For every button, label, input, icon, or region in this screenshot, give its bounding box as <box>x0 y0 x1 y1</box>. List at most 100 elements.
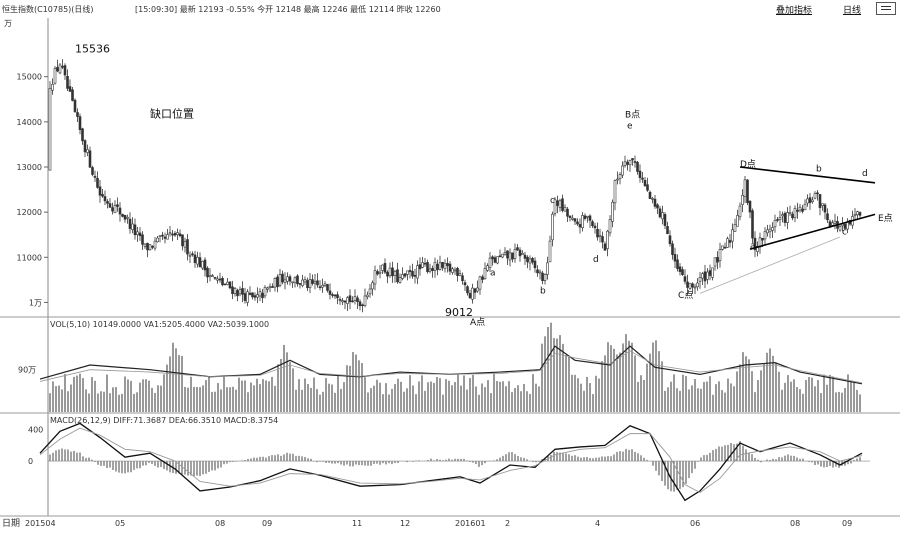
candle-body <box>751 210 754 239</box>
candle-body <box>823 204 827 213</box>
candle-body <box>638 170 642 178</box>
candle-body <box>406 270 409 275</box>
candle-body <box>113 205 117 214</box>
candle-body <box>721 245 724 250</box>
candle-body <box>681 269 684 275</box>
candle-body <box>326 284 329 291</box>
candle-body <box>566 208 569 217</box>
candle-body <box>156 237 159 243</box>
candle-body <box>291 281 294 284</box>
candle-body <box>311 279 314 284</box>
candle-body <box>738 205 742 218</box>
candle-body <box>578 224 582 228</box>
candle-body <box>401 274 404 279</box>
candle-body <box>446 263 449 267</box>
macd-panel: MACD(26,12,9) DIFF:71.3687 DEA:66.3510 M… <box>2 416 870 529</box>
wave-annotation-label: E点 <box>878 213 893 224</box>
candle-body <box>706 271 709 280</box>
candle-body <box>708 270 712 276</box>
candle-body <box>441 261 444 268</box>
candle-body <box>61 65 64 68</box>
candle-body <box>603 243 607 251</box>
candle-body <box>761 237 764 241</box>
candle-body <box>233 288 237 294</box>
candle-body <box>453 269 457 272</box>
candle-body <box>463 282 467 286</box>
candle-body <box>181 234 184 247</box>
candle-body <box>121 214 124 217</box>
wave-annotation-label: a <box>490 268 496 278</box>
candle-body <box>711 267 714 278</box>
candle-body <box>391 267 394 277</box>
wave-annotation-label: c <box>842 228 847 238</box>
date-tick-label: 201601 <box>455 519 486 528</box>
candle-body <box>303 279 307 283</box>
candle-body <box>286 276 289 282</box>
candle-body <box>561 198 564 211</box>
candle-body <box>598 235 602 237</box>
candle-body <box>806 198 809 204</box>
candle-body <box>308 279 312 288</box>
candle-body <box>476 287 479 292</box>
zoom-toggle-icon[interactable] <box>876 2 896 15</box>
candle-body <box>781 214 784 217</box>
candle-body <box>436 263 439 270</box>
candle-body <box>668 235 672 245</box>
candle-body <box>558 200 562 208</box>
candle-body <box>763 231 767 240</box>
candle-body <box>298 283 302 285</box>
candle-body <box>613 180 617 204</box>
candle-body <box>261 292 264 299</box>
date-tick-label: 201504 <box>25 519 56 528</box>
candle-body <box>371 282 374 290</box>
candle-body <box>531 258 534 263</box>
candle-body <box>146 242 149 251</box>
candle-body <box>333 294 337 297</box>
candle-body <box>461 275 464 282</box>
candle-body <box>506 250 509 259</box>
candle-body <box>353 296 357 301</box>
candle-body <box>243 293 247 301</box>
date-tick-label: 09 <box>262 519 272 528</box>
candle-body <box>321 284 324 288</box>
candle-body <box>258 291 262 297</box>
candle-body <box>126 216 129 219</box>
candle-body <box>203 259 207 271</box>
candle-body <box>423 262 427 265</box>
candle-body <box>686 281 689 288</box>
candle-body <box>693 286 697 289</box>
candle-body <box>363 295 367 306</box>
candle-body <box>271 286 274 288</box>
candle-body <box>168 232 172 235</box>
macd-tick-label: 0 <box>28 457 33 466</box>
wave-annotation-label: B点 <box>625 109 640 120</box>
candle-body <box>433 261 437 271</box>
candle-body <box>688 282 692 289</box>
candle-body <box>196 256 199 265</box>
candle-body <box>318 286 322 289</box>
candle-body <box>843 223 847 229</box>
candle-body <box>521 252 524 255</box>
candle-body <box>283 279 287 284</box>
candle-body <box>466 286 469 294</box>
candle-body <box>76 112 79 117</box>
overlay-indicator-button[interactable]: 叠加指标 <box>776 6 813 16</box>
candle-body <box>221 277 224 286</box>
candle-body <box>231 286 234 294</box>
candle-body <box>323 283 327 286</box>
candle-body <box>136 231 139 235</box>
candle-body <box>591 221 594 227</box>
candle-body <box>606 230 609 249</box>
candle-body <box>248 292 252 295</box>
candle-body <box>378 271 382 274</box>
period-button[interactable]: 日线 <box>843 6 862 16</box>
candle-body <box>408 270 412 272</box>
candle-body <box>253 295 257 298</box>
candle-body <box>281 273 284 283</box>
candle-body <box>413 274 417 277</box>
candle-body <box>396 269 399 283</box>
candle-body <box>118 207 122 215</box>
candle-body <box>403 273 407 277</box>
candle-body <box>736 215 739 227</box>
candle-body <box>213 277 217 279</box>
